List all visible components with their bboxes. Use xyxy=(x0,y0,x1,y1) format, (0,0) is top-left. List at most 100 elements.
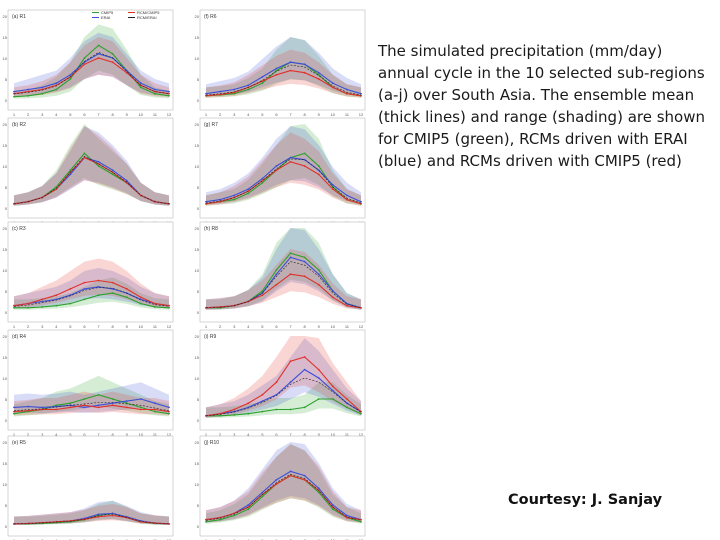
data-point xyxy=(303,63,306,66)
data-point xyxy=(303,406,306,409)
data-point xyxy=(97,393,100,396)
data-point xyxy=(168,92,170,95)
data-point xyxy=(125,288,128,290)
y-tick-label: 20 xyxy=(3,226,8,231)
x-tick-label: 1 xyxy=(205,324,208,329)
y-tick-label: 0 xyxy=(5,310,8,315)
data-point xyxy=(69,78,72,80)
legend-label: ERAI xyxy=(101,15,110,20)
data-point xyxy=(168,410,170,413)
data-point xyxy=(83,63,86,66)
y-tick-label: 0 xyxy=(5,418,8,423)
erai-line xyxy=(205,64,362,96)
x-tick-label: 10 xyxy=(139,538,144,540)
data-point xyxy=(346,406,348,409)
erai-line xyxy=(13,513,170,525)
data-point xyxy=(360,92,362,95)
x-tick-label: 3 xyxy=(233,432,236,437)
range-band xyxy=(206,442,361,523)
y-tick-label: 10 xyxy=(195,164,200,169)
x-tick-label: 5 xyxy=(69,538,72,540)
data-point xyxy=(303,165,306,167)
data-point xyxy=(27,409,29,412)
data-point xyxy=(261,80,264,82)
data-point xyxy=(275,69,278,72)
y-tick-label: 5 xyxy=(197,397,200,402)
x-tick-label: 7 xyxy=(289,324,292,329)
x-tick-label: 6 xyxy=(83,324,86,329)
data-point xyxy=(275,483,278,485)
data-point xyxy=(261,410,264,413)
data-point xyxy=(360,412,362,415)
data-point xyxy=(168,412,170,415)
panel-title: (a) R1 xyxy=(12,14,26,20)
y-tick-label: 0 xyxy=(197,418,200,423)
data-point xyxy=(55,294,58,297)
data-point xyxy=(111,404,114,407)
data-point xyxy=(41,300,44,303)
data-point xyxy=(41,86,44,89)
data-point xyxy=(289,160,292,163)
erai-line xyxy=(13,52,170,95)
data-point xyxy=(261,393,264,396)
x-tick-label: 7 xyxy=(289,432,292,437)
x-tick-label: 8 xyxy=(112,324,115,329)
data-point xyxy=(139,520,142,523)
erai-line xyxy=(13,402,170,412)
x-tick-label: 5 xyxy=(261,432,264,437)
y-tick-label: 10 xyxy=(3,56,8,61)
x-tick-label: 2 xyxy=(219,538,222,540)
data-point xyxy=(317,73,320,76)
data-point xyxy=(360,94,362,97)
data-point xyxy=(41,92,44,95)
data-point xyxy=(55,82,58,85)
data-point xyxy=(261,177,264,180)
data-point xyxy=(139,408,142,411)
data-point xyxy=(317,491,320,494)
y-tick-label: 20 xyxy=(3,334,8,339)
data-point xyxy=(154,402,156,405)
data-point xyxy=(289,61,292,64)
data-point xyxy=(317,71,320,74)
y-tick-label: 15 xyxy=(195,461,200,466)
x-tick-label: 11 xyxy=(345,324,350,329)
x-tick-label: 4 xyxy=(55,112,58,117)
data-point xyxy=(83,404,86,407)
data-point xyxy=(13,90,15,93)
x-tick-label: 9 xyxy=(126,432,129,437)
data-point xyxy=(289,360,292,363)
x-tick-label: 8 xyxy=(304,538,307,540)
data-point xyxy=(331,82,334,85)
data-point xyxy=(219,414,221,417)
x-tick-label: 6 xyxy=(275,432,278,437)
data-point xyxy=(275,283,278,286)
x-tick-label: 1 xyxy=(205,432,208,437)
x-tick-label: 3 xyxy=(233,324,236,329)
y-tick-label: 15 xyxy=(3,247,8,252)
y-tick-label: 10 xyxy=(195,482,200,487)
range-band xyxy=(206,336,361,418)
x-tick-label: 12 xyxy=(359,432,364,437)
y-tick-label: 15 xyxy=(195,247,200,252)
panel-frame xyxy=(7,435,174,537)
data-point xyxy=(247,84,250,87)
erai-line xyxy=(13,155,170,205)
x-tick-label: 10 xyxy=(331,324,336,329)
data-point xyxy=(233,92,236,95)
data-point xyxy=(233,514,236,517)
y-tick-label: 5 xyxy=(197,289,200,294)
panel-frame xyxy=(7,329,174,431)
data-point xyxy=(317,273,320,276)
data-point xyxy=(69,173,72,176)
data-point xyxy=(360,306,362,309)
data-point xyxy=(289,69,292,72)
x-tick-label: 9 xyxy=(318,112,321,117)
data-point xyxy=(317,368,320,371)
data-point xyxy=(289,408,292,411)
data-point xyxy=(317,377,320,379)
data-point xyxy=(154,522,156,524)
